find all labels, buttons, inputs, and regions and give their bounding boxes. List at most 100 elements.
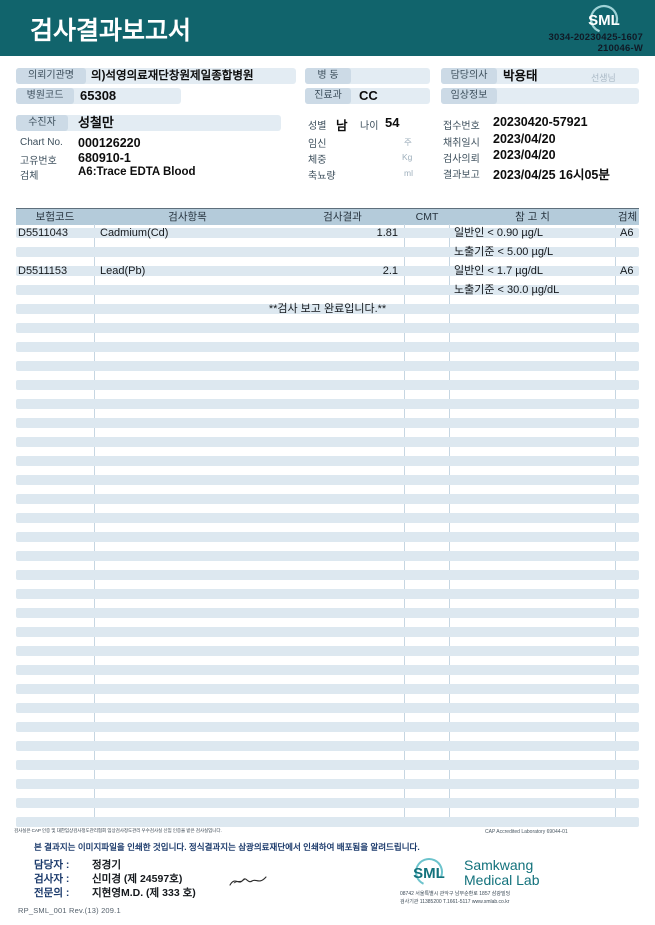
table-row-stripe (16, 741, 639, 751)
age-label: 나이 (360, 121, 379, 132)
cell-insurance-code: D5511043 (18, 227, 68, 239)
hospital-code-label: 병원코드 (16, 88, 74, 104)
report-header-banner: 검사결과보고서 SML 3034-20230425-1607 210046-W (0, 0, 655, 56)
table-row-stripe (16, 513, 639, 523)
field-patient-name: 수진자 성철만 (16, 115, 281, 131)
staff-value: 정경기 (92, 859, 121, 871)
handwritten-signature-icon (229, 876, 267, 886)
doctor-value: 박용태 (503, 69, 538, 83)
field-dept: 진료과 CC (305, 88, 430, 104)
table-row-stripe (16, 228, 639, 238)
barcode-line-2: 210046-W (597, 43, 643, 54)
cell-reference-2: 노출기준 < 30.0 µg/dL (454, 284, 560, 296)
hospital-code-value: 65308 (80, 88, 117, 103)
ward-label: 병 동 (305, 68, 351, 84)
table-row-stripe (16, 456, 639, 466)
table-row-stripe (16, 684, 639, 694)
collected-label: 채취일시 (443, 138, 480, 149)
table-row-stripe (16, 551, 639, 561)
tester-value: 신미경 (제 24597호) (92, 873, 183, 885)
cap-accreditation-text: CAP Accredited Laboratory 69044-01 (485, 829, 568, 835)
page-title: 검사결과보고서 (30, 17, 192, 45)
table-row-stripe (16, 399, 639, 409)
dept-label: 진료과 (305, 88, 351, 104)
table-row-stripe (16, 247, 639, 257)
table-row-stripe (16, 722, 639, 732)
table-row-stripe (16, 608, 639, 618)
cell-result-value: 2.1 (382, 265, 398, 277)
cell-insurance-code: D5511153 (18, 265, 68, 277)
table-row-stripe (16, 760, 639, 770)
table-row-stripe (16, 779, 639, 789)
table-row-stripe (16, 665, 639, 675)
pregnancy-label: 임신 (308, 139, 327, 150)
table-row-stripe (16, 703, 639, 713)
svg-text:SML: SML (413, 865, 445, 882)
cell-specimen: A6 (620, 265, 634, 277)
lab-address-line-2: 검사기관 11385200 T.1661-5117 www.smlab.co.k… (400, 899, 510, 905)
results-table-header: 보험코드 검사항목 검사결과 CMT 참 고 치 검체 (16, 208, 639, 225)
dept-value: CC (359, 88, 378, 103)
cell-test-name: Lead(Pb) (100, 265, 146, 277)
institution-label: 의뢰기관명 (16, 68, 86, 84)
specialist-label: 전문의 : (34, 887, 70, 899)
field-hospital-code: 병원코드 65308 (16, 88, 181, 104)
table-row-stripe (16, 437, 639, 447)
table-row-stripe (16, 342, 639, 352)
patient-info-block: 의뢰기관명 의)석영의료재단창원제일종합병원 병원코드 65308 수진자 성철… (0, 62, 655, 200)
receipt-no-label: 접수번호 (443, 121, 480, 132)
report-barcode-numbers: 3034-20230425-1607 210046-W (549, 32, 643, 54)
col-header-cmt: CMT (415, 211, 439, 223)
patient-id-label: 고유번호 (20, 156, 57, 167)
tester-label: 검사자 : (34, 873, 70, 885)
cell-reference-1: 일반인 < 0.90 µg/L (454, 227, 543, 239)
table-row-stripe (16, 323, 639, 333)
print-notice: 본 결과지는 이미지파일을 인쇄한 것입니다. 정식결과지는 삼광의료재단에서 … (34, 842, 420, 852)
lab-name: Samkwang Medical Lab (464, 858, 540, 888)
sex-value: 남 (336, 119, 348, 133)
completion-message: **검사 보고 완료입니다.** (268, 303, 387, 315)
chart-no-value: 000126220 (78, 136, 141, 150)
urine-label: 축뇨량 (308, 171, 336, 182)
field-doctor: 담당의사 박용태 선생님 (441, 68, 639, 84)
sex-label: 성별 (308, 121, 327, 132)
urine-unit: ml (404, 168, 413, 178)
table-row-stripe (16, 646, 639, 656)
table-row-stripe (16, 266, 639, 276)
specialist-value: 지현영M.D. (제 333 호) (92, 887, 196, 899)
patient-label: 수진자 (16, 115, 68, 131)
reported-value: 2023/04/25 16시05분 (493, 168, 610, 182)
receipt-no-value: 20230420-57921 (493, 115, 588, 129)
table-row-stripe (16, 627, 639, 637)
lab-address-line-1: 08742 서울특별시 관악구 남부순환로 1857 삼광빌딩 (400, 891, 511, 897)
table-row-stripe (16, 532, 639, 542)
document-revision-id: RP_SML_001 Rev.(13) 209.1 (18, 906, 121, 915)
cell-test-name: Cadmium(Cd) (100, 227, 169, 239)
requested-value: 2023/04/20 (493, 148, 556, 162)
field-institution: 의뢰기관명 의)석영의료재단창원제일종합병원 (16, 68, 296, 84)
accreditation-micro-text: 검사실은 CAP 인증 및 대한임상검사정도관리협회 임상검사정도관리 우수검사… (14, 828, 222, 833)
pregnancy-unit: 주 (404, 137, 412, 147)
table-row-stripe (16, 361, 639, 371)
col-header-ref: 참 고 치 (515, 211, 550, 223)
table-row-stripe (16, 589, 639, 599)
reported-label: 결과보고 (443, 170, 480, 181)
field-ward: 병 동 (305, 68, 430, 84)
chart-no-label: Chart No. (20, 137, 63, 148)
table-row-stripe (16, 418, 639, 428)
cell-reference-2: 노출기준 < 5.00 µg/L (454, 246, 554, 258)
table-row-stripe (16, 380, 639, 390)
staff-label: 담당자 : (34, 859, 70, 871)
institution-value: 의)석영의료재단창원제일종합병원 (91, 70, 254, 82)
weight-label: 체중 (308, 155, 327, 166)
col-header-result: 검사결과 (323, 211, 362, 223)
cell-specimen: A6 (620, 227, 634, 239)
requested-label: 검사의뢰 (443, 154, 480, 165)
cell-reference-1: 일반인 < 1.7 µg/dL (454, 265, 543, 277)
doctor-label: 담당의사 (441, 68, 497, 84)
sml-logo-icon: SML (588, 4, 620, 34)
cell-result-value: 1.81 (376, 227, 398, 239)
table-row-stripe (16, 798, 639, 808)
lab-name-line-1: Samkwang (464, 857, 534, 873)
specimen-label: 검체 (20, 171, 39, 182)
